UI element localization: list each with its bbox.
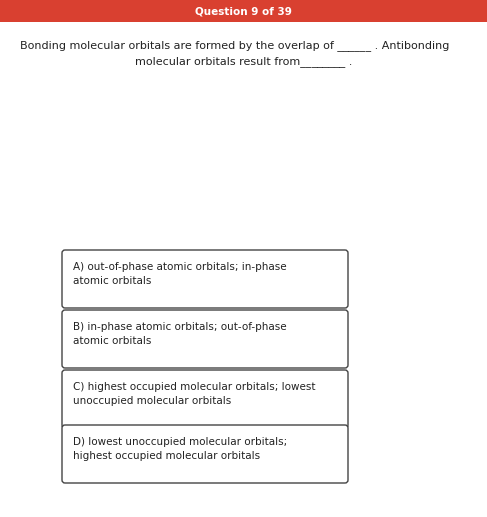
FancyBboxPatch shape xyxy=(62,370,348,428)
FancyBboxPatch shape xyxy=(62,310,348,368)
Text: A) out-of-phase atomic orbitals; in-phase
atomic orbitals: A) out-of-phase atomic orbitals; in-phas… xyxy=(73,262,287,285)
Text: molecular orbitals result from________ .: molecular orbitals result from________ . xyxy=(135,56,352,67)
FancyBboxPatch shape xyxy=(0,0,487,22)
Text: D) lowest unoccupied molecular orbitals;
highest occupied molecular orbitals: D) lowest unoccupied molecular orbitals;… xyxy=(73,437,287,461)
Text: Bonding molecular orbitals are formed by the overlap of ______ . Antibonding: Bonding molecular orbitals are formed by… xyxy=(20,40,450,51)
Text: B) in-phase atomic orbitals; out-of-phase
atomic orbitals: B) in-phase atomic orbitals; out-of-phas… xyxy=(73,322,287,345)
FancyBboxPatch shape xyxy=(62,425,348,483)
Text: Question 9 of 39: Question 9 of 39 xyxy=(195,6,292,16)
FancyBboxPatch shape xyxy=(62,250,348,308)
Text: C) highest occupied molecular orbitals; lowest
unoccupied molecular orbitals: C) highest occupied molecular orbitals; … xyxy=(73,382,316,406)
